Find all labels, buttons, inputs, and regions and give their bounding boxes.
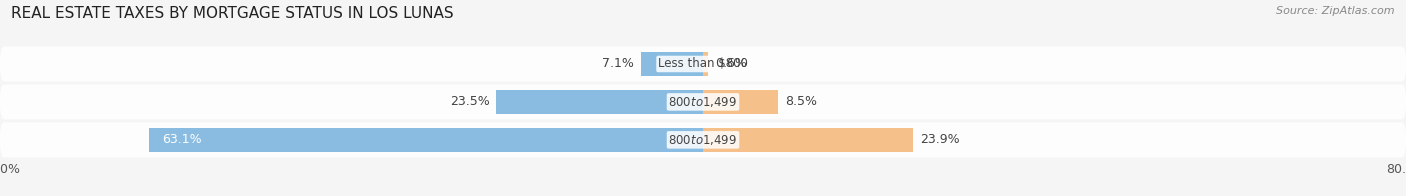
Text: 0.6%: 0.6% <box>716 57 747 71</box>
Bar <box>703 128 912 152</box>
FancyBboxPatch shape <box>0 122 1406 157</box>
Text: 23.9%: 23.9% <box>920 133 960 146</box>
Text: 23.5%: 23.5% <box>450 95 489 108</box>
Text: $800 to $1,499: $800 to $1,499 <box>668 95 738 109</box>
Text: 63.1%: 63.1% <box>162 133 201 146</box>
Text: Less than $800: Less than $800 <box>658 57 748 71</box>
Bar <box>149 128 703 152</box>
Bar <box>703 52 709 76</box>
Text: Source: ZipAtlas.com: Source: ZipAtlas.com <box>1277 6 1395 16</box>
FancyBboxPatch shape <box>0 84 1406 119</box>
Text: 7.1%: 7.1% <box>602 57 634 71</box>
Text: $800 to $1,499: $800 to $1,499 <box>668 133 738 147</box>
Text: 8.5%: 8.5% <box>785 95 817 108</box>
Bar <box>496 90 703 114</box>
FancyBboxPatch shape <box>0 46 1406 81</box>
Bar <box>703 90 778 114</box>
Text: REAL ESTATE TAXES BY MORTGAGE STATUS IN LOS LUNAS: REAL ESTATE TAXES BY MORTGAGE STATUS IN … <box>11 6 454 21</box>
Bar <box>641 52 703 76</box>
